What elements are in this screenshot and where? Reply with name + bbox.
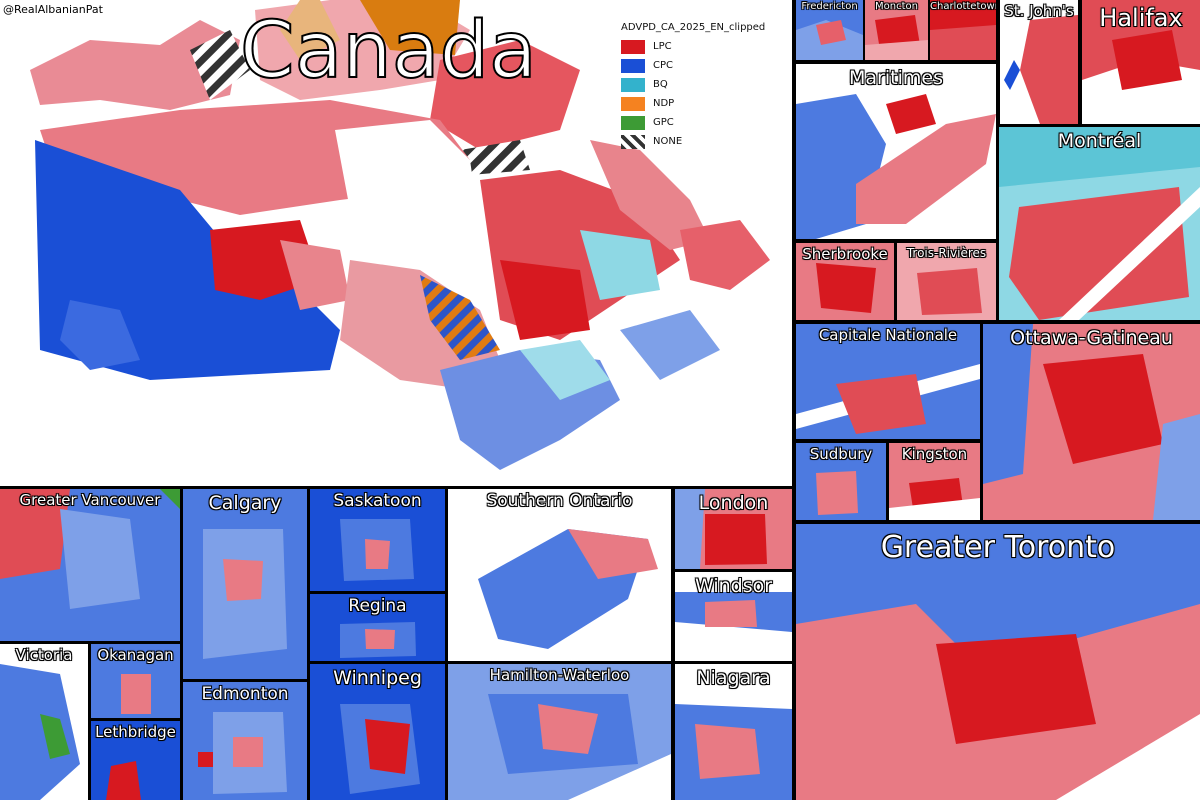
legend-label: NDP [653, 98, 675, 109]
bq-swatch [621, 77, 645, 92]
ndp-swatch [621, 96, 645, 111]
panel-label: Edmonton [201, 683, 289, 704]
panel-label: Hamilton-Waterloo [489, 665, 630, 684]
ottawa-gatineau-panel: Ottawa-Gatineau [983, 324, 1200, 520]
okanagan-panel: Okanagan [91, 644, 180, 718]
gpc-swatch [621, 115, 645, 130]
panel-label: Montréal [1057, 129, 1142, 152]
manitoba-east [280, 240, 350, 310]
panel-label: Moncton [875, 1, 919, 13]
legend-label: LPC [653, 41, 672, 52]
panel-label: Halifax [1099, 3, 1184, 32]
author-credit: @RealAlbanianPat [3, 3, 103, 16]
moncton-panel: Moncton [865, 0, 928, 60]
montreal-panel: Montréal [999, 127, 1200, 320]
quebec-south-bq [520, 340, 610, 400]
bc-interior [60, 300, 140, 370]
niagara-panel: Niagara [675, 664, 792, 800]
greater-toronto-panel: Greater Toronto [796, 524, 1200, 800]
legend-label: BQ [653, 79, 668, 90]
lethbridge-panel: Lethbridge [91, 721, 180, 800]
panel-label: Charlottetown [930, 1, 996, 13]
legend-item-bq: BQ [621, 75, 765, 94]
newfoundland [680, 220, 770, 290]
labrador [590, 140, 710, 250]
halifax-panel: Halifax [1082, 0, 1200, 124]
panel-label: Okanagan [97, 645, 175, 664]
arctic-orange-region [280, 0, 340, 60]
baffin-region [430, 40, 580, 150]
legend-item-gpc: GPC [621, 113, 765, 132]
panel-label: Lethbridge [94, 722, 176, 741]
panel-label: Regina [348, 595, 407, 616]
panel-label: Saskatoon [333, 490, 422, 511]
panel-label: Calgary [208, 491, 282, 514]
trois-rivieres-panel: Trois-Rivières [897, 243, 996, 320]
panel-label: Maritimes [848, 66, 943, 89]
winnipeg-panel: Winnipeg [310, 664, 445, 800]
panel-label: Capitale Nationale [818, 325, 958, 344]
panel-label: Windsor [694, 574, 773, 597]
panel-label: Trois-Rivières [906, 246, 987, 261]
panel-label: Greater Toronto [880, 529, 1116, 565]
panel-label: St. John's [1004, 1, 1075, 20]
charlottetown-panel: Charlottetown [930, 0, 996, 60]
hudson-bay [335, 120, 480, 310]
quebec-red-block [500, 260, 590, 340]
capitale-nationale-panel: Capitale Nationale [796, 324, 980, 439]
canada-map-panel: Canada @RealAlbanianPat ADVPD_CA_2025_EN… [0, 0, 792, 486]
cpc-swatch [621, 58, 645, 73]
panel-label: Southern Ontario [486, 490, 633, 511]
ndp-cpc-split-region [420, 275, 500, 360]
none-swatch [621, 134, 645, 149]
windsor-panel: Windsor [675, 572, 792, 661]
saskatoon-panel: Saskatoon [310, 489, 445, 591]
canada-map [30, 0, 770, 470]
greater-vancouver-panel: Greater Vancouver [0, 489, 180, 641]
regina-panel: Regina [310, 594, 445, 661]
quebec-bq-block [580, 230, 660, 300]
arctic-region-west [30, 20, 240, 110]
calgary-panel: Calgary [183, 489, 307, 679]
panel-label: Victoria [15, 645, 73, 664]
legend-title: ADVPD_CA_2025_EN_clipped [621, 22, 766, 33]
panel-label: Winnipeg [332, 666, 422, 689]
legend-item-ndp: NDP [621, 94, 765, 113]
panel-label: Kingston [901, 444, 968, 463]
none-region-2 [460, 140, 530, 175]
maritimes-main [620, 310, 720, 380]
fredericton-panel: Fredericton [796, 0, 863, 60]
sudbury-panel: Sudbury [796, 443, 886, 520]
victoria-panel: Victoria [0, 644, 88, 800]
kingston-panel: Kingston [889, 443, 980, 520]
legend-label: CPC [653, 60, 673, 71]
panel-label: Niagara [696, 666, 771, 689]
sherbrooke-panel: Sherbrooke [796, 243, 894, 320]
legend-item-lpc: LPC [621, 37, 765, 56]
st-johns-panel: St. John's [1000, 0, 1078, 124]
map-title: Canada [239, 5, 538, 97]
hamilton-waterloo-panel: Hamilton-Waterloo [448, 664, 671, 800]
panel-label: Sherbrooke [802, 244, 889, 263]
panel-label: Fredericton [801, 1, 858, 13]
panel-label: Ottawa-Gatineau [1010, 326, 1174, 349]
southern-ontario-panel: Southern Ontario [448, 489, 671, 661]
lpc-swatch [621, 39, 645, 54]
panel-label: Greater Vancouver [19, 490, 161, 509]
edmonton-panel: Edmonton [183, 682, 307, 800]
none-region-1 [190, 30, 250, 100]
legend: ADVPD_CA_2025_EN_clipped LPC CPC BQ NDP … [621, 22, 765, 151]
legend-label: NONE [653, 136, 683, 147]
panel-label: Sudbury [809, 444, 873, 463]
panel-label: London [698, 491, 769, 514]
legend-item-none: NONE [621, 132, 765, 151]
legend-item-cpc: CPC [621, 56, 765, 75]
legend-label: GPC [653, 117, 674, 128]
london-panel: London [675, 489, 792, 569]
arctic-ndp-region [360, 0, 460, 55]
maritimes-panel: Maritimes [796, 64, 996, 239]
